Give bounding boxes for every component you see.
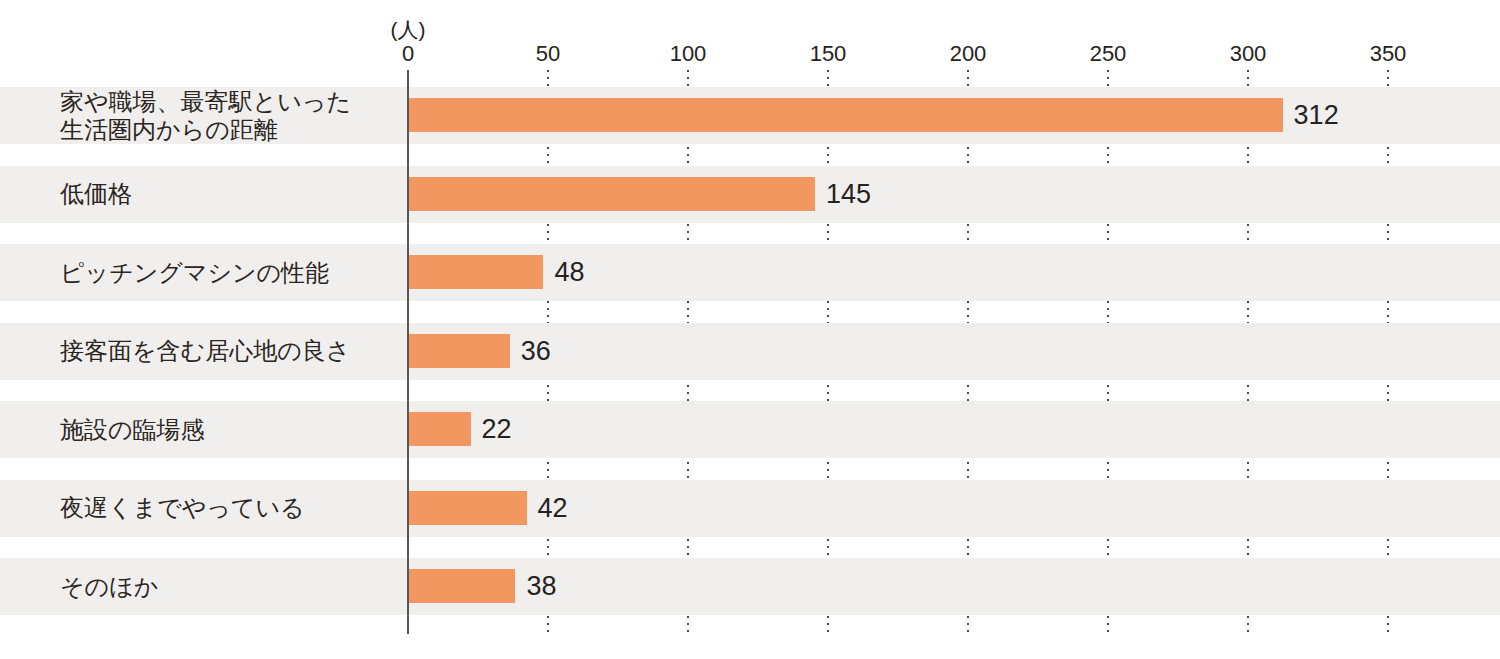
value-label: 42 <box>538 480 568 537</box>
chart-row: 施設の臨場感 22 <box>0 401 1500 458</box>
category-label: 低価格 <box>0 166 132 223</box>
bar <box>409 177 815 211</box>
value-label: 312 <box>1294 87 1339 144</box>
category-label: 施設の臨場感 <box>0 401 205 458</box>
chart-row: 低価格 145 <box>0 166 1500 223</box>
bar <box>409 412 471 446</box>
bar <box>409 491 527 525</box>
bar <box>409 255 543 289</box>
x-tick-label: 0 <box>402 41 414 67</box>
chart-row: ピッチングマシンの性能 48 <box>0 244 1500 301</box>
x-tick-label: 50 <box>536 41 560 67</box>
y-axis-line <box>407 70 409 634</box>
bar-chart: (人) 0 50 100 150 200 250 300 350 家や職場、最寄駅といった 生… <box>0 0 1500 659</box>
category-label: 接客面を含む居心地の良さ <box>0 323 350 380</box>
value-label: 22 <box>482 401 512 458</box>
value-label: 36 <box>521 323 551 380</box>
x-tick-label: 350 <box>1370 41 1407 67</box>
bar <box>409 334 510 368</box>
chart-row: 夜遅くまでやっている 42 <box>0 480 1500 537</box>
value-label: 48 <box>554 244 584 301</box>
axis-unit-label: (人) <box>391 16 426 44</box>
category-label: 夜遅くまでやっている <box>0 480 305 537</box>
chart-row: そのほか 38 <box>0 558 1500 615</box>
value-label: 145 <box>826 166 871 223</box>
x-tick-label: 100 <box>670 41 707 67</box>
bar <box>409 569 515 603</box>
x-tick-label: 300 <box>1230 41 1267 67</box>
chart-row: 接客面を含む居心地の良さ 36 <box>0 323 1500 380</box>
x-tick-label: 250 <box>1090 41 1127 67</box>
chart-row: 家や職場、最寄駅といった 生活圏内からの距離 312 <box>0 87 1500 144</box>
bar <box>409 98 1283 132</box>
category-label: そのほか <box>0 558 158 615</box>
x-tick-label: 150 <box>810 41 847 67</box>
category-label: ピッチングマシンの性能 <box>0 244 329 301</box>
category-label: 家や職場、最寄駅といった 生活圏内からの距離 <box>0 87 351 144</box>
x-tick-label: 200 <box>950 41 987 67</box>
value-label: 38 <box>526 558 556 615</box>
